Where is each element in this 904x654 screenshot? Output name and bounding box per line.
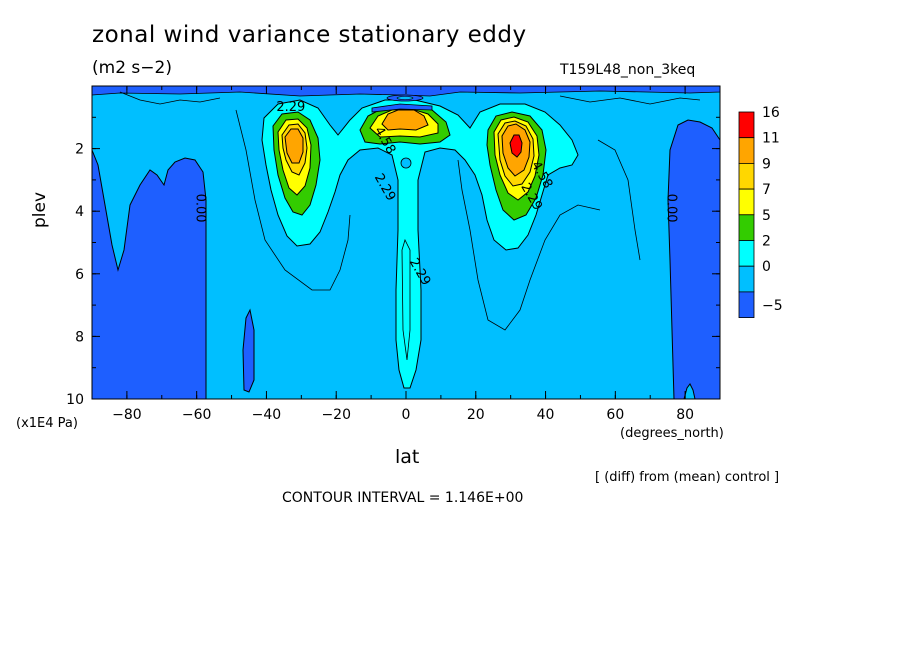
thin-contour-line <box>457 159 601 331</box>
colorbar-swatch <box>738 188 755 216</box>
colorbar-swatch <box>738 291 755 318</box>
y-tick-label: 8 <box>75 329 84 345</box>
colorbar-swatch <box>738 214 755 241</box>
colorbar-swatch <box>738 265 755 293</box>
colorbar-label: 0 <box>762 259 771 275</box>
equatorial-top-dark-band <box>371 103 433 113</box>
equatorial-inner-strip <box>401 238 411 361</box>
units-label: (m2 s−2) <box>92 58 172 78</box>
colorbar-swatch <box>738 162 755 190</box>
north-red-core <box>509 134 523 158</box>
thin-contour-line <box>597 139 641 261</box>
north-negative-spike <box>683 383 696 399</box>
south-negative-strip <box>242 308 255 393</box>
y-units-label: (x1E4 Pa) <box>16 416 78 431</box>
x-tick-label: 0 <box>402 407 411 423</box>
south-polar-negative-region <box>92 149 207 399</box>
colorbar-label: 9 <box>762 156 771 172</box>
y-tick-label: 10 <box>66 392 84 408</box>
difference-note: [ (diff) from (mean) control ] <box>595 470 780 485</box>
colorbar-label: 11 <box>762 131 780 147</box>
contour-interval-label: CONTOUR INTERVAL = 1.146E+00 <box>282 490 524 506</box>
contour-label: 0.00 <box>664 194 679 223</box>
colorbar-label: −5 <box>762 298 783 314</box>
contour-label: 2.29 <box>276 100 305 115</box>
x-tick-label: −80 <box>112 407 142 423</box>
colorbar: 16 11 9 7 5 2 0 −5 <box>738 105 783 318</box>
equatorial-orange-region <box>381 109 429 131</box>
equatorial-small-blob <box>400 157 412 169</box>
x-axis-label: lat <box>395 446 420 468</box>
contour-label: 0.00 <box>193 194 208 223</box>
run-name-label: T159L48_non_3keq <box>560 62 696 78</box>
x-tick-label: 80 <box>676 407 694 423</box>
y-tick-label: 4 <box>75 204 84 220</box>
x-tick-label: −40 <box>252 407 282 423</box>
colorbar-swatch <box>738 137 755 164</box>
colorbar-swatch <box>738 111 755 139</box>
equatorial-top-core <box>396 96 414 100</box>
contour-fill-layer <box>92 86 720 399</box>
thin-contour-line <box>119 91 221 105</box>
x-tick-label: −20 <box>321 407 351 423</box>
x-ticks: −80 −60 −40 −20 0 20 40 60 80 <box>91 86 721 423</box>
x-units-label: (degrees_north) <box>620 426 724 441</box>
x-tick-label: 20 <box>467 407 485 423</box>
thin-contour-line <box>559 95 701 105</box>
y-ticks: 2 4 6 8 10 <box>66 116 720 408</box>
colorbar-label: 7 <box>762 182 771 198</box>
chart-title: zonal wind variance stationary eddy <box>92 22 527 48</box>
thin-contour-line <box>235 109 351 291</box>
colorbar-label: 5 <box>762 208 771 224</box>
y-tick-label: 2 <box>75 142 84 158</box>
x-tick-label: −60 <box>182 407 212 423</box>
south-orange-core <box>284 128 304 164</box>
colorbar-swatch <box>738 240 755 267</box>
north-polar-negative-region <box>667 119 720 399</box>
x-tick-label: 60 <box>606 407 624 423</box>
colorbar-label: 16 <box>762 105 780 121</box>
colorbar-label: 2 <box>762 234 771 250</box>
y-tick-label: 6 <box>75 267 84 283</box>
x-tick-label: 40 <box>537 407 555 423</box>
